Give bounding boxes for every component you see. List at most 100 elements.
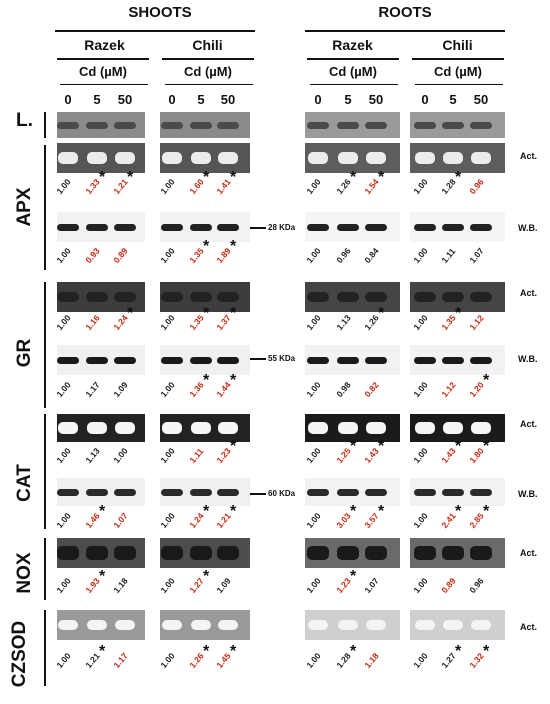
cultivar-rule-4 bbox=[412, 58, 504, 60]
significance-star: * bbox=[455, 503, 462, 520]
blot-band bbox=[442, 546, 464, 560]
fold-change-value: 0.96 bbox=[467, 575, 486, 595]
blot-band bbox=[365, 292, 387, 302]
loading-bracket bbox=[44, 112, 46, 138]
significance-star: * bbox=[378, 438, 385, 455]
blot-band bbox=[337, 292, 359, 302]
roots-header-rule bbox=[305, 30, 505, 32]
blot-band bbox=[217, 356, 239, 364]
blot-band bbox=[307, 223, 329, 231]
blot-band bbox=[470, 546, 492, 560]
fold-change-value: 1.00 bbox=[411, 312, 430, 332]
cat-bracket bbox=[44, 414, 46, 529]
blot-band bbox=[470, 223, 492, 231]
conc-label: 0 bbox=[64, 92, 72, 107]
conc-label: 5 bbox=[449, 92, 457, 107]
blot-band bbox=[57, 356, 79, 364]
fold-change-value: 1.00 bbox=[304, 650, 323, 670]
blot-band bbox=[471, 422, 491, 434]
fold-change-value: 1.00 bbox=[158, 312, 177, 332]
significance-star: * bbox=[99, 503, 106, 520]
fold-change-value: 1.00 bbox=[158, 245, 177, 265]
blot-apx-wb bbox=[160, 212, 250, 242]
fold-change-value: 1.09 bbox=[111, 379, 130, 399]
fold-change-value: 1.00 bbox=[54, 245, 73, 265]
blot-band bbox=[442, 292, 464, 302]
significance-star: * bbox=[350, 438, 357, 455]
conc-label: 0 bbox=[421, 92, 429, 107]
fold-change-value: 0.89 bbox=[439, 575, 458, 595]
blot-apx-act bbox=[160, 143, 250, 173]
significance-star: * bbox=[483, 372, 490, 389]
blot-band bbox=[338, 422, 358, 434]
significance-star: * bbox=[203, 169, 210, 186]
blot-cat-wb bbox=[305, 478, 400, 506]
blot-band bbox=[161, 546, 183, 560]
significance-star: * bbox=[483, 438, 490, 455]
blot-band bbox=[57, 121, 79, 129]
significance-star: * bbox=[350, 568, 357, 585]
significance-star: * bbox=[203, 643, 210, 660]
blot-band bbox=[337, 546, 359, 560]
cultivar-rule-3 bbox=[307, 58, 399, 60]
blot-band bbox=[57, 546, 79, 560]
significance-star: * bbox=[455, 643, 462, 660]
fold-change-value: 0.82 bbox=[362, 379, 381, 399]
roots-header: ROOTS bbox=[378, 4, 432, 21]
blot-band bbox=[471, 152, 491, 164]
blot-band bbox=[57, 292, 79, 302]
blot-apx-wb bbox=[410, 212, 505, 242]
blot-band bbox=[443, 152, 463, 164]
blot-band bbox=[115, 152, 135, 164]
significance-star: * bbox=[230, 503, 237, 520]
significance-star: * bbox=[378, 305, 385, 322]
fold-change-value: 1.18 bbox=[111, 575, 130, 595]
blot-band bbox=[161, 223, 183, 231]
blot-band bbox=[366, 620, 386, 630]
significance-star: * bbox=[483, 643, 490, 660]
conc-label: 5 bbox=[197, 92, 205, 107]
blot-band bbox=[190, 546, 212, 560]
significance-star: * bbox=[483, 503, 490, 520]
blot-band bbox=[365, 546, 387, 560]
fold-change-value: 1.00 bbox=[304, 575, 323, 595]
fold-change-value: 1.16 bbox=[83, 312, 102, 332]
blot-cat-act bbox=[57, 414, 145, 442]
fold-change-value: 1.07 bbox=[362, 575, 381, 595]
enzyme-label-apx: APX bbox=[14, 187, 35, 227]
blot-band bbox=[217, 488, 239, 496]
blot-band bbox=[338, 620, 358, 630]
significance-star: * bbox=[203, 503, 210, 520]
blot-band bbox=[470, 292, 492, 302]
blot-band bbox=[415, 152, 435, 164]
blot-band bbox=[366, 152, 386, 164]
fold-change-value: 1.09 bbox=[214, 575, 233, 595]
blot-band bbox=[217, 121, 239, 129]
blot-gr-act bbox=[410, 282, 505, 312]
blot-apx-wb bbox=[305, 212, 400, 242]
significance-star: * bbox=[350, 643, 357, 660]
blot-band bbox=[218, 422, 238, 434]
blot-band bbox=[161, 121, 183, 129]
row-label-gr-wb: W.B. bbox=[518, 354, 538, 364]
blot-band bbox=[114, 223, 136, 231]
fold-change-value: 1.00 bbox=[54, 176, 73, 196]
blot-band bbox=[58, 152, 78, 164]
nox-bracket bbox=[44, 538, 46, 600]
blot-gr-act bbox=[305, 282, 400, 312]
conc-label: 50 bbox=[220, 92, 236, 107]
blot-band bbox=[217, 223, 239, 231]
blot-band bbox=[307, 488, 329, 496]
blot-band bbox=[86, 292, 108, 302]
blot-band bbox=[114, 292, 136, 302]
blot-band bbox=[470, 356, 492, 364]
blot-band bbox=[415, 620, 435, 630]
blot-band bbox=[161, 488, 183, 496]
blot-cat-wb bbox=[410, 478, 505, 506]
blot-band bbox=[365, 356, 387, 364]
significance-star: * bbox=[350, 503, 357, 520]
blot-band bbox=[365, 488, 387, 496]
significance-star: * bbox=[230, 372, 237, 389]
blot-cat-act bbox=[160, 414, 250, 442]
fold-change-value: 1.00 bbox=[411, 650, 430, 670]
